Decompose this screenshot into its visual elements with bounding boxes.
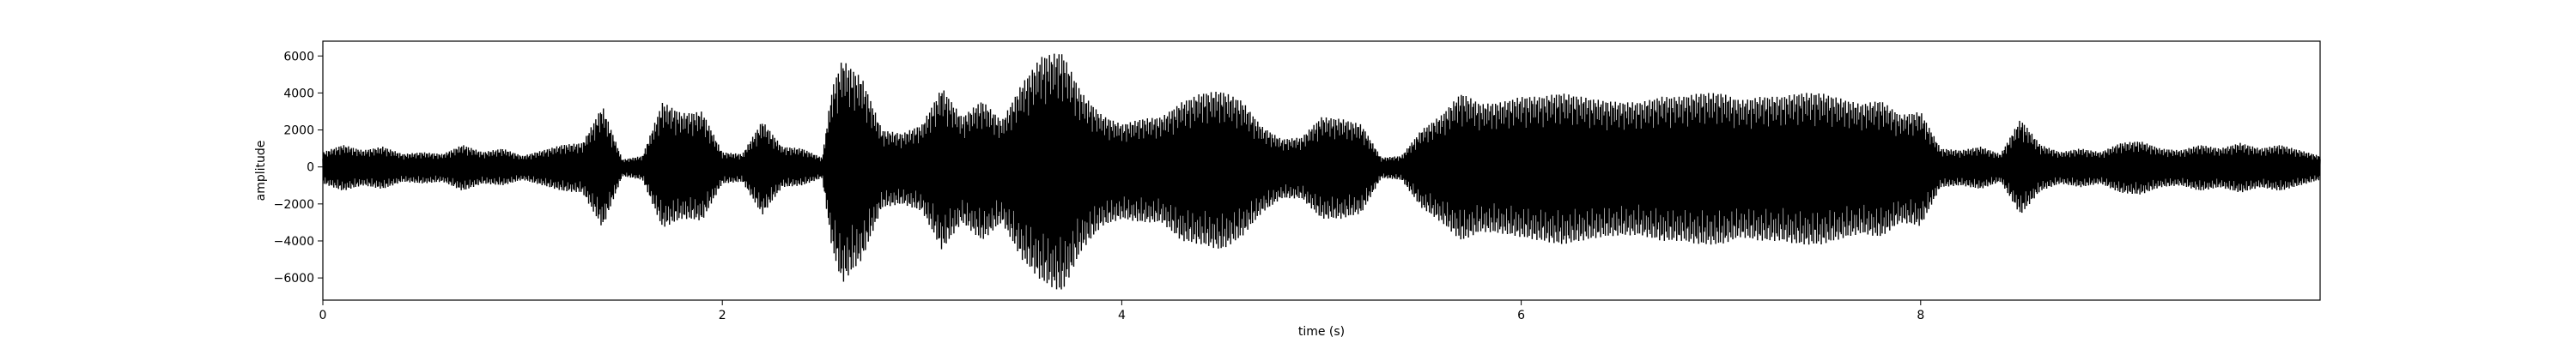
y-tick-label: −6000 (274, 272, 314, 286)
x-tick-label: 0 (319, 309, 327, 322)
y-tick-label: 4000 (283, 87, 314, 100)
x-tick-label: 2 (719, 309, 726, 322)
y-tick-label: 6000 (283, 50, 314, 63)
x-axis: 0 2 4 6 8 (319, 300, 1924, 322)
y-tick-label: 0 (307, 161, 314, 175)
waveform-line (322, 53, 2321, 290)
y-axis: −6000 −4000 −2000 0 2000 4000 6000 (274, 50, 323, 286)
plot-frame (322, 40, 2321, 301)
y-tick-label: −2000 (274, 198, 314, 212)
y-tick-label: −4000 (274, 235, 314, 249)
series-layer (322, 53, 2321, 290)
x-tick-label: 6 (1517, 309, 1525, 322)
y-axis-label: amplitude (254, 141, 268, 202)
x-tick-label: 8 (1917, 309, 1924, 322)
y-tick-label: 2000 (283, 124, 314, 138)
x-tick-label: 4 (1118, 309, 1126, 322)
x-axis-label: time (s) (1298, 325, 1345, 339)
